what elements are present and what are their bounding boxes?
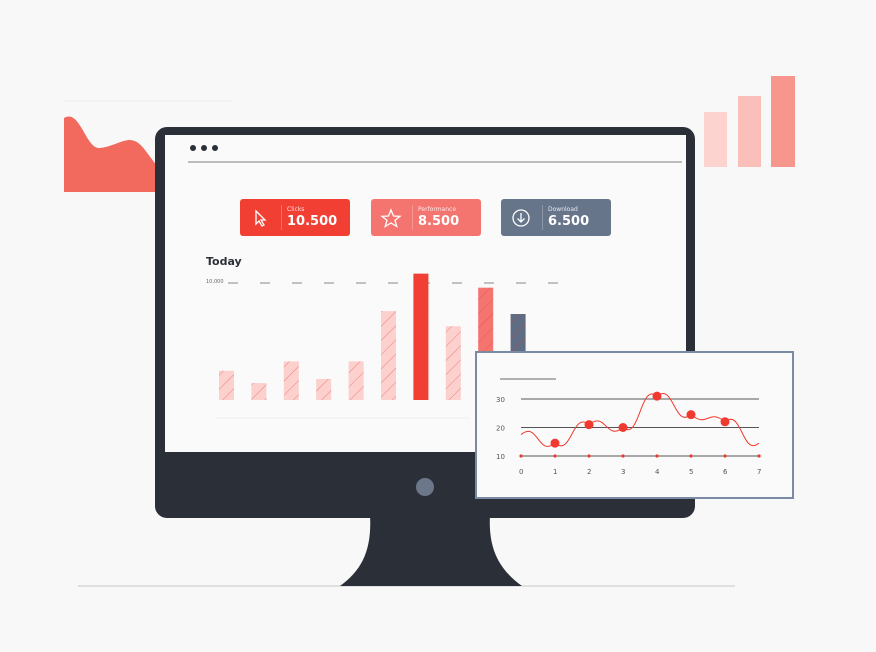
- axis-dot: [689, 454, 693, 458]
- axis-dot: [723, 454, 727, 458]
- decor-bar: [771, 76, 795, 167]
- axis-dot: [757, 454, 761, 458]
- card-label: Download: [548, 206, 578, 213]
- data-point: [618, 423, 628, 432]
- data-point: [550, 438, 560, 448]
- download-card[interactable]: Download 6.500: [501, 199, 611, 236]
- bar-hatch: [348, 361, 364, 400]
- bar-hatch: [316, 378, 332, 400]
- data-point: [686, 410, 696, 420]
- data-point: [720, 417, 730, 427]
- y-tick-label: 10: [496, 453, 505, 461]
- x-tick-label: 6: [723, 468, 728, 476]
- cursor-icon: [255, 209, 267, 227]
- card-label: Clicks: [287, 206, 305, 213]
- line-chart-panel: 10 20 30 0 1 2 3 4 5 6 7: [475, 351, 794, 499]
- window-dot: [201, 145, 207, 151]
- card-value: 8.500: [418, 214, 460, 229]
- bar-hatch: [283, 361, 299, 400]
- card-value: 10.500: [287, 214, 338, 229]
- x-tick-label: 2: [587, 468, 591, 476]
- card-label: Performance: [418, 206, 457, 213]
- bar-hatch: [413, 273, 429, 400]
- bar-hatch: [381, 311, 396, 400]
- clicks-card[interactable]: Clicks 10.500: [240, 199, 350, 236]
- bar-hatch: [219, 370, 234, 400]
- section-title: Today: [206, 255, 242, 268]
- data-point: [584, 420, 594, 430]
- data-point: [652, 391, 662, 401]
- line-chart: 10 20 30 0 1 2 3 4 5 6 7: [496, 378, 761, 476]
- y-tick-label: 20: [496, 425, 505, 433]
- axis-dot: [553, 454, 557, 458]
- decor-bar: [704, 112, 727, 167]
- x-tick-label: 3: [621, 468, 625, 476]
- x-tick-label: 7: [757, 468, 761, 476]
- axis-dot: [655, 454, 659, 458]
- x-tick-label: 1: [553, 468, 557, 476]
- window-dot: [212, 145, 218, 151]
- card-value: 6.500: [548, 214, 590, 229]
- axis-dot: [621, 454, 625, 458]
- y-tick-label: 30: [496, 396, 505, 404]
- bar-y-tick-label: 10,000: [206, 279, 224, 285]
- window-dot: [190, 145, 196, 151]
- axis-dot: [519, 454, 523, 458]
- bar-hatch: [445, 326, 461, 400]
- x-tick-label: 0: [519, 468, 523, 476]
- monitor-stand: [340, 515, 522, 586]
- x-tick-label: 5: [689, 468, 693, 476]
- download-icon: [512, 209, 530, 227]
- x-tick-label: 4: [655, 468, 660, 476]
- performance-card[interactable]: Performance 8.500: [371, 199, 481, 236]
- decor-bar: [738, 96, 761, 167]
- decor-area-chart: [64, 116, 160, 192]
- power-button: [416, 478, 434, 496]
- bar-hatch: [251, 383, 267, 400]
- star-icon: [380, 208, 402, 228]
- axis-dot: [587, 454, 591, 458]
